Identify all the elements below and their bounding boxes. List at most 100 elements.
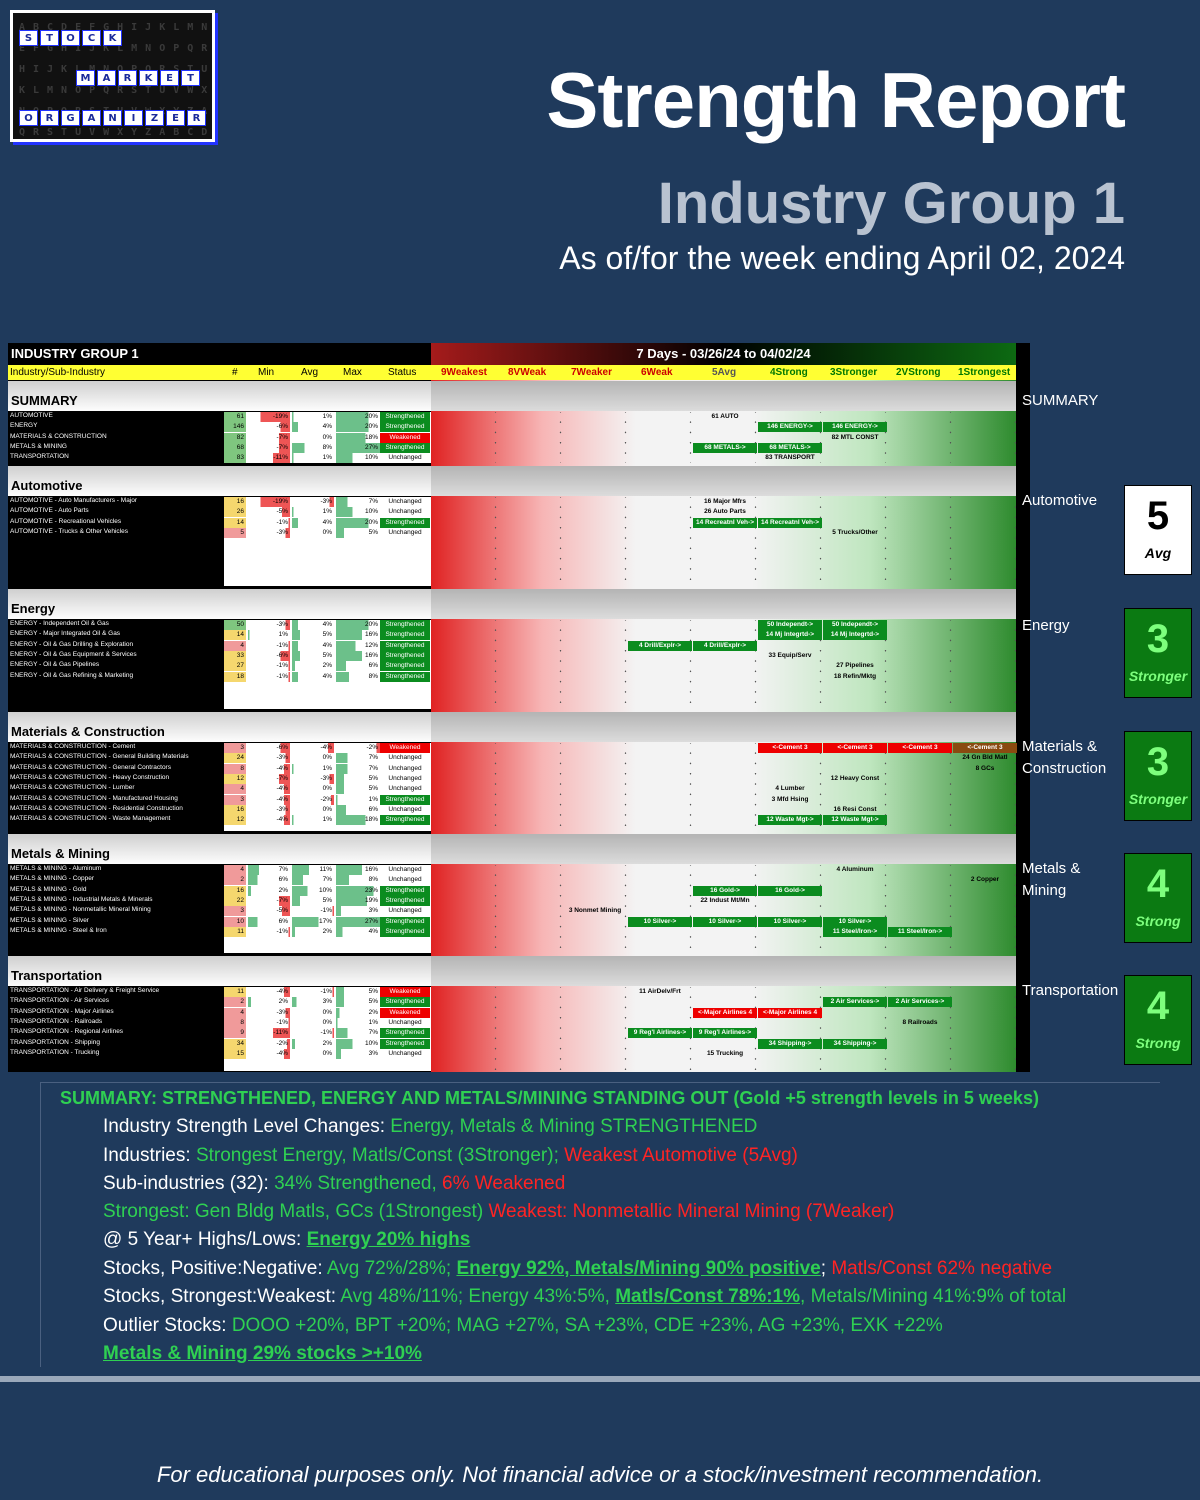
strength-bar: <-Major Airlines 4: [758, 1007, 822, 1018]
strength-score-box: 4 Strong: [1124, 975, 1192, 1065]
grid-dots: [431, 743, 1016, 831]
row-count: 12: [224, 815, 246, 826]
strength-bar: 146 ENERGY->: [823, 422, 887, 433]
strength-score: 3: [1146, 617, 1170, 661]
row-max: 20%: [336, 412, 380, 422]
row-name: AUTOMOTIVE - Trucks & Other Vehicles: [10, 527, 128, 535]
row-name: ENERGY - Independent Oil & Gas: [10, 620, 109, 627]
row-min: -6%: [248, 650, 290, 661]
strength-bar: 83 TRANSPORT: [765, 454, 815, 462]
row-status: Unchanged: [380, 753, 430, 764]
row-avg: 0%: [292, 432, 334, 443]
strength-word: Stronger: [1128, 791, 1188, 807]
row-status: Strengthened: [380, 517, 430, 528]
row-name: METALS & MINING - Steel & Iron: [10, 926, 107, 934]
strength-bar: 11 Steel/Iron->: [888, 926, 952, 937]
row-status: Strengthened: [380, 412, 430, 422]
strength-score: 5: [1146, 494, 1170, 538]
row-min: -6%: [248, 422, 290, 433]
strength-bar: <-Cement 3: [758, 743, 822, 753]
strength-bar: 68 METALS->: [693, 442, 757, 453]
strength-bar: 82 MTL CONST: [831, 433, 879, 441]
row-status: Unchanged: [380, 453, 430, 464]
row-min: -4%: [248, 794, 290, 805]
row-max: 10%: [336, 507, 380, 518]
row-status: Strengthened: [380, 885, 430, 896]
row-avg: 3%: [292, 997, 334, 1008]
level-4: 4Strong: [770, 367, 808, 378]
strength-bar: 16 Major Mfrs: [704, 498, 746, 505]
row-max: 16%: [336, 630, 380, 641]
strength-bar: 14 Recreatnl Veh->: [758, 517, 822, 528]
row-min: 1%: [248, 630, 290, 641]
strength-bar: 14 Recreatnl Veh->: [693, 517, 757, 528]
row-count: 68: [224, 442, 246, 453]
strength-bar: 2 Copper: [970, 876, 1000, 884]
row-max: 27%: [336, 916, 380, 927]
report-date: As of/for the week ending April 02, 2024: [559, 240, 1125, 276]
row-count: 4: [224, 865, 246, 875]
strength-bar: 68 METALS->: [758, 442, 822, 453]
row-status: Unchanged: [380, 875, 430, 886]
col-count: #: [232, 367, 238, 378]
strength-bar: 16 Gold->: [758, 885, 822, 896]
row-max: 16%: [336, 865, 380, 875]
strength-bar: 26 Auto Parts: [704, 508, 746, 516]
row-min: 2%: [248, 885, 290, 896]
row-name: TRANSPORTATION - Railroads: [10, 1017, 103, 1025]
row-min: -19%: [248, 412, 290, 422]
page-subtitle: Industry Group 1: [657, 171, 1125, 236]
row-status: Unchanged: [380, 497, 430, 507]
strength-score: 4: [1146, 984, 1170, 1028]
row-count: 16: [224, 804, 246, 815]
row-name: MATERIALS & CONSTRUCTION - General Contr…: [10, 763, 171, 771]
strength-bar: 12 Heavy Const: [830, 774, 880, 782]
summary-line-highs-lows: @ 5 Year+ Highs/Lows: Energy 20% highs: [103, 1229, 471, 1250]
section-name-column: [8, 743, 224, 831]
row-max: -2%: [336, 743, 380, 753]
strength-bar: 10 Silver->: [693, 916, 757, 927]
level-5: 5Avg: [712, 367, 737, 378]
row-status: Unchanged: [380, 773, 430, 784]
row-min: -5%: [248, 906, 290, 917]
row-avg: 2%: [292, 661, 334, 672]
side-label: SUMMARY: [1022, 392, 1099, 409]
section-gradient-shade: [431, 712, 1016, 742]
section-name-column: [8, 987, 224, 1071]
row-count: 83: [224, 453, 246, 464]
strength-word: Avg: [1144, 545, 1172, 561]
summary-top-divider: [40, 1082, 1160, 1083]
row-avg: 4%: [292, 620, 334, 630]
row-avg: 5%: [292, 650, 334, 661]
strength-bar: <-Cement 3: [823, 743, 887, 753]
strength-bar: 4 Lumber: [775, 785, 805, 793]
row-name: TRANSPORTATION - Shipping: [10, 1038, 100, 1046]
row-count: 3: [224, 794, 246, 805]
row-min: -4%: [248, 815, 290, 826]
strength-word: Strong: [1135, 913, 1181, 929]
row-count: 11: [224, 926, 246, 937]
row-max: 7%: [336, 497, 380, 507]
col-avg: Avg: [301, 367, 319, 378]
row-max: 6%: [336, 804, 380, 815]
strength-bar: <-Cement 3: [888, 743, 952, 753]
col-industry: Industry/Sub-Industry: [10, 367, 106, 378]
row-count: 2: [224, 997, 246, 1008]
strength-bar: 61 AUTO: [711, 413, 739, 420]
row-min: -3%: [248, 1007, 290, 1018]
row-min: -3%: [248, 527, 290, 538]
row-status: Strengthened: [380, 640, 430, 651]
strength-bar: 27 Pipelines: [836, 662, 874, 670]
row-count: 5: [224, 527, 246, 538]
summary-line-industries: Industries: Strongest Energy, Matls/Cons…: [103, 1145, 798, 1166]
row-min: -7%: [248, 895, 290, 906]
row-max: 4%: [336, 926, 380, 937]
strength-bar: 33 Equip/Serv: [768, 651, 812, 659]
row-count: 61: [224, 412, 246, 422]
grid-dots: [431, 620, 1016, 709]
section-title: SUMMARY: [11, 393, 78, 408]
section-header: SUMMARY: [8, 381, 1016, 411]
row-count: 146: [224, 422, 246, 433]
row-min: 7%: [248, 865, 290, 875]
